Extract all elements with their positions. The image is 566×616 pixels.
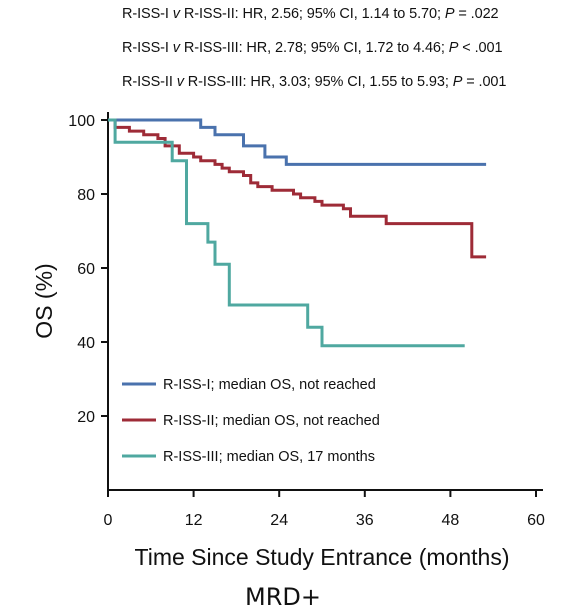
p-value: < .001 [462, 40, 503, 56]
chart-legend: R-ISS-I; median OS, not reached R-ISS-II;… [122, 377, 380, 465]
hazard-ratio-text: HR, 2.78; 95% CI, 1.72 to 4.46; [246, 40, 445, 56]
versus-label: v [176, 74, 184, 90]
x-axis-title: Time Since Study Entrance (months) [135, 544, 510, 570]
figure-caption: MRD+ [245, 583, 321, 611]
group-a: R-ISS-I [122, 40, 169, 56]
chart-axes [107, 112, 543, 491]
x-tick-label-48: 48 [442, 512, 460, 529]
y-tick-label-20: 20 [77, 409, 95, 426]
legend-label-1: R-ISS-I; median OS, not reached [163, 377, 376, 393]
group-b: R-ISS-II [183, 6, 235, 22]
series-line-2 [108, 118, 487, 259]
survival-curves [108, 118, 487, 348]
y-tick-label-40: 40 [77, 335, 95, 352]
versus-label: v [172, 6, 180, 22]
hazard-ratio-text: HR, 2.56; 95% CI, 1.14 to 5.70; [242, 6, 442, 22]
p-label: P [448, 40, 459, 56]
axis-ticks: 0 12 24 36 48 60 20 40 60 80 100 [68, 113, 545, 529]
group-a: R-ISS-II [122, 74, 173, 90]
p-value: = .001 [466, 74, 507, 90]
group-b: R-ISS-III [187, 74, 243, 90]
y-tick-label-80: 80 [77, 187, 95, 204]
x-tick-label-36: 36 [356, 512, 374, 529]
legend-label-2: R-ISS-II; median OS, not reached [163, 413, 380, 429]
hazard-ratio-text: HR, 3.03; 95% CI, 1.55 to 5.93; [250, 74, 449, 90]
versus-label: v [172, 40, 180, 56]
x-tick-label-24: 24 [270, 512, 288, 529]
x-tick-label-12: 12 [185, 512, 203, 529]
p-value: = .022 [458, 6, 499, 22]
legend-label-3: R-ISS-III; median OS, 17 months [163, 449, 375, 465]
hazard-ratio-line-1: R-ISS-I v R-ISS-II: HR, 2.56; 95% CI, 1.… [122, 6, 499, 22]
y-tick-label-100: 100 [68, 113, 95, 130]
hazard-ratio-line-3: R-ISS-II v R-ISS-III: HR, 3.03; 95% CI, … [122, 74, 507, 90]
y-axis-title: OS (%) [31, 263, 57, 338]
x-tick-label-0: 0 [104, 512, 113, 529]
x-tick-label-60: 60 [527, 512, 545, 529]
y-tick-label-60: 60 [77, 261, 95, 278]
hazard-ratio-line-2: R-ISS-I v R-ISS-III: HR, 2.78; 95% CI, 1… [122, 40, 503, 56]
p-label: P [452, 74, 463, 90]
series-line-1 [108, 118, 487, 166]
group-a: R-ISS-I [122, 6, 169, 22]
group-b: R-ISS-III [183, 40, 239, 56]
p-label: P [444, 6, 455, 22]
series-line-3 [108, 118, 465, 348]
